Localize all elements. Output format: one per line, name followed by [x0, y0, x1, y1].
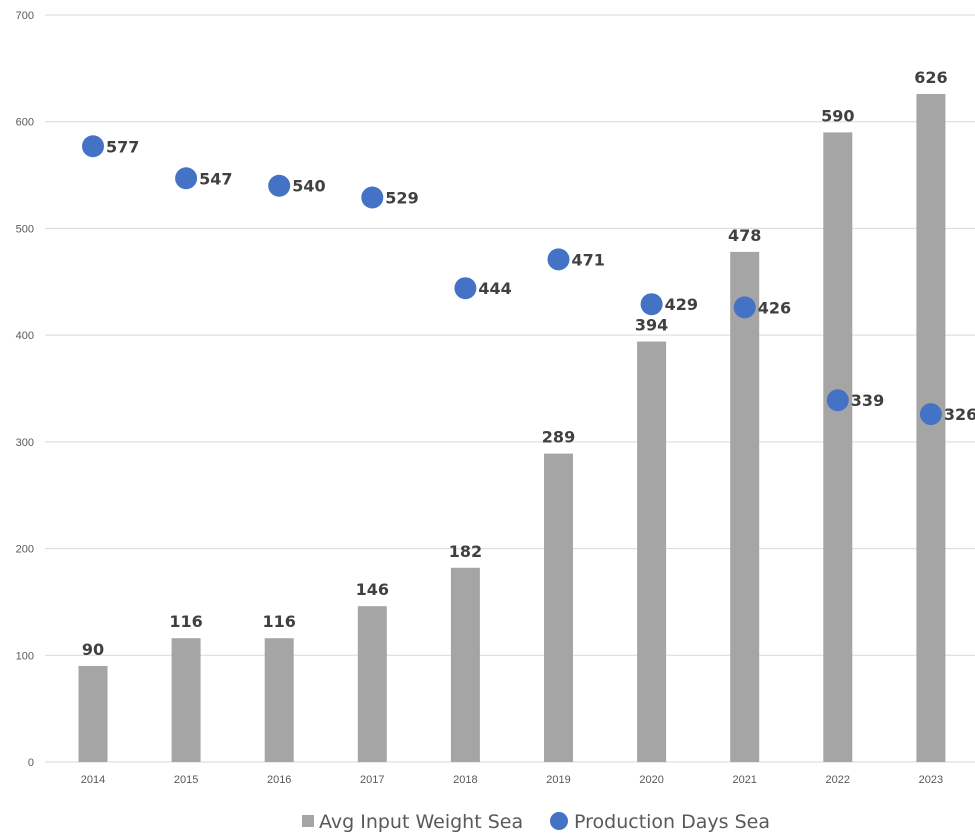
y-tick-label: 100	[16, 650, 34, 662]
y-tick-label: 400	[16, 330, 34, 342]
bar-2022	[823, 132, 853, 762]
point-2020	[640, 293, 663, 316]
bar-2021	[730, 251, 760, 763]
point-2016	[268, 174, 291, 197]
bar-value-label: 626	[914, 68, 947, 87]
point-value-label: 540	[292, 177, 325, 196]
x-tick-label: 2018	[453, 774, 477, 786]
x-tick-label: 2022	[826, 774, 850, 786]
point-2019	[547, 248, 570, 271]
legend-label-bar: Avg Input Weight Sea	[319, 811, 523, 833]
bar-value-label: 590	[821, 106, 854, 125]
point-2017	[361, 186, 384, 209]
point-value-label: 577	[106, 137, 139, 156]
x-tick-label: 2017	[360, 774, 384, 786]
bar-2020	[637, 341, 667, 762]
x-tick-label: 2021	[732, 774, 756, 786]
bar-value-label: 394	[635, 316, 668, 335]
x-tick-label: 2023	[919, 774, 943, 786]
bar-value-label: 90	[82, 640, 104, 659]
point-2014	[82, 135, 104, 158]
bar-value-label: 116	[169, 612, 202, 631]
bar-value-label: 289	[542, 428, 575, 447]
bar-2015	[171, 638, 201, 762]
bar-value-label: 116	[262, 612, 295, 631]
point-value-label: 326	[944, 405, 975, 424]
point-2023	[919, 403, 942, 426]
point-value-label: 529	[385, 188, 418, 207]
point-2021	[733, 296, 756, 319]
bar-value-label: 182	[449, 542, 482, 561]
point-2022	[826, 389, 849, 412]
scatter-series	[82, 135, 942, 426]
point-value-label: 471	[572, 250, 605, 269]
point-value-label: 429	[665, 295, 698, 314]
x-axis: 2014 2015 2016 2017 2018 2019 2020 2021 2022 2023	[81, 774, 943, 786]
y-axis: 0 100 200 300 400 500 600 700	[16, 10, 34, 769]
x-tick-label: 2020	[639, 774, 663, 786]
x-tick-label: 2014	[81, 774, 105, 786]
y-tick-label: 200	[16, 544, 34, 556]
legend-swatch-bar	[302, 815, 314, 827]
bar-2014	[78, 665, 108, 762]
y-tick-label: 300	[16, 437, 34, 449]
point-value-label: 339	[851, 391, 884, 410]
x-tick-label: 2019	[546, 774, 570, 786]
y-tick-label: 0	[28, 757, 34, 769]
bar-2017	[357, 606, 387, 762]
bar-labels: 90 116 116 146 182 289 394 478 590 626	[82, 68, 948, 659]
point-labels: 577 547 540 529 444 471 429 426 339 326	[106, 137, 975, 424]
bar-2016	[264, 638, 294, 762]
bar-2019	[544, 453, 573, 762]
legend-label-point: Production Days Sea	[574, 811, 770, 833]
legend-swatch-point	[550, 812, 568, 830]
point-2018	[454, 277, 477, 300]
y-tick-label: 700	[16, 10, 34, 22]
bar-series	[78, 93, 946, 763]
point-value-label: 426	[758, 298, 791, 317]
bar-value-label: 478	[728, 226, 761, 245]
point-2015	[175, 167, 198, 190]
point-value-label: 547	[199, 169, 232, 188]
y-tick-label: 600	[16, 117, 34, 129]
bar-2018	[450, 567, 480, 762]
legend: Avg Input Weight Sea Production Days Sea	[302, 811, 770, 833]
bar-2023	[916, 93, 946, 763]
point-value-label: 444	[478, 279, 511, 298]
x-tick-label: 2015	[174, 774, 198, 786]
bar-value-label: 146	[356, 580, 389, 599]
x-tick-label: 2016	[267, 774, 291, 786]
y-tick-label: 500	[16, 223, 34, 235]
